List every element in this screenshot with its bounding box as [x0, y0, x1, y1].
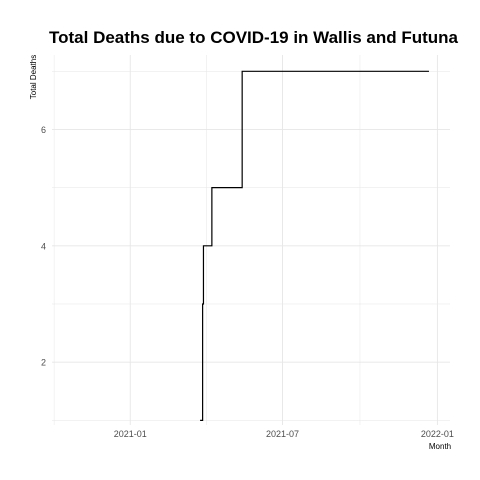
y-tick-label: 6 [41, 125, 46, 135]
y-axis-ticks: 2 4 6 [41, 125, 46, 368]
grid [52, 55, 450, 425]
series-line [200, 70, 429, 421]
x-axis-ticks: 2021-01 2021-07 2022-01 [114, 429, 454, 439]
chart-title: Total Deaths due to COVID-19 in Wallis a… [49, 28, 459, 47]
y-tick-label: 4 [41, 241, 46, 251]
x-axis-label: Month [429, 442, 451, 451]
y-axis-label: Total Deaths [29, 55, 38, 99]
x-tick-label: 2021-01 [114, 429, 147, 439]
y-tick-label: 2 [41, 358, 46, 368]
x-tick-label: 2021-07 [266, 429, 299, 439]
plot-area [200, 70, 429, 421]
x-tick-label: 2022-01 [421, 429, 454, 439]
